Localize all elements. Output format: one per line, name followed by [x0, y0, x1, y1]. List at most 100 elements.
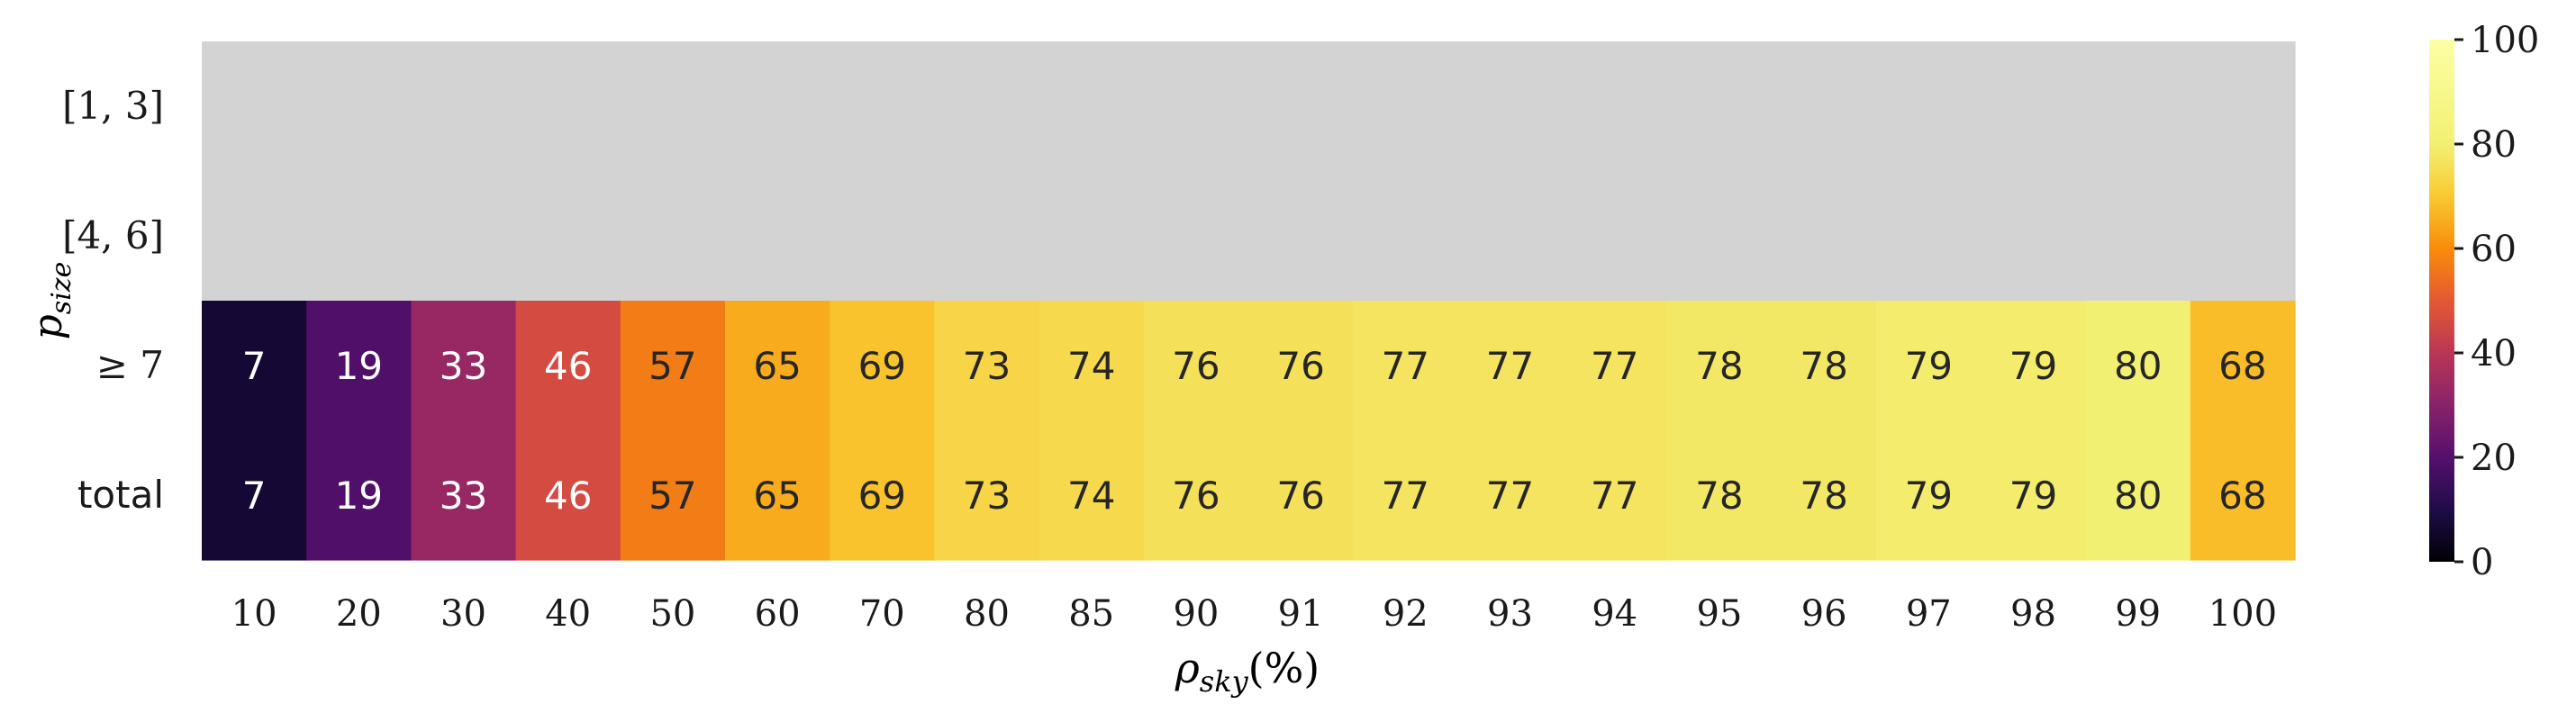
heatmap-cell	[1666, 430, 1773, 561]
cell-value-label: 7	[242, 344, 267, 388]
y-tick-label: [4, 6]	[62, 213, 164, 257]
heatmap-cell	[515, 430, 621, 561]
heatmap-cell	[1981, 41, 2087, 172]
cell-value-label: 73	[963, 474, 1011, 518]
heatmap-cell	[830, 171, 935, 302]
x-axis-tick-labels: 10 20 30 40 50 60 70 80 85 90 91 92 93 94 95 96 97 98 99 10…	[231, 593, 2277, 635]
heatmap-cell	[411, 171, 517, 302]
cell-value-label: 33	[440, 344, 487, 388]
heatmap-cell	[830, 430, 935, 561]
cell-value-label: 77	[1486, 344, 1534, 388]
cell-value-label: 79	[2009, 474, 2057, 518]
y-tick-label: [1, 3]	[62, 84, 164, 128]
heatmap-cell	[934, 171, 1040, 302]
cell-value-label: 80	[2114, 344, 2162, 388]
cell-value-label: 79	[1905, 474, 1953, 518]
cell-value-label: 80	[2114, 474, 2162, 518]
heatmap-cell	[1457, 171, 1564, 302]
heatmap-cell	[1353, 171, 1458, 302]
heatmap-cell	[1248, 171, 1354, 302]
heatmap-cell	[1981, 171, 2087, 302]
y-axis-label: psize	[25, 262, 77, 340]
x-axis-label: ρsky(%)	[1175, 644, 1320, 699]
heatmap-cell	[1876, 171, 1982, 302]
cell-value-label: 79	[1905, 344, 1953, 388]
heatmap-cell	[202, 41, 307, 172]
colorbar-tick-label: 0	[2471, 542, 2493, 583]
heatmap-cell	[515, 171, 621, 302]
x-tick-label: 85	[1068, 593, 1114, 635]
heatmap-cell	[2190, 301, 2296, 431]
x-tick-label: 98	[2010, 593, 2056, 635]
x-tick-label: 20	[336, 593, 382, 635]
heatmap-cell	[620, 301, 726, 431]
x-tick-label: 99	[2115, 593, 2161, 635]
heatmap-cell	[2190, 430, 2296, 561]
cell-value-label: 77	[1382, 474, 1429, 518]
heatmap-cell	[306, 171, 412, 302]
heatmap-cell	[2085, 41, 2191, 172]
heatmap-cell	[725, 41, 830, 172]
cell-value-label: 78	[1800, 474, 1847, 518]
heatmap-cell	[725, 430, 830, 561]
y-axis-tick-labels: [1, 3] [4, 6] ≥ 7 total	[62, 84, 164, 517]
heatmap-cell	[1143, 430, 1249, 561]
heatmap-cells	[202, 41, 2296, 561]
heatmap-cell	[1248, 301, 1354, 431]
cell-value-label: 77	[1382, 344, 1429, 388]
heatmap-cell	[202, 171, 307, 302]
heatmap-cell	[620, 430, 726, 561]
heatmap-cell	[1457, 301, 1564, 431]
colorbar-tick-label: 100	[2471, 20, 2539, 61]
cell-value-label: 77	[1591, 344, 1638, 388]
cell-value-label: 68	[2218, 474, 2266, 518]
heatmap-cell	[725, 301, 830, 431]
heatmap-cell	[1772, 430, 1877, 561]
x-tick-label: 95	[1696, 593, 1742, 635]
heatmap-cell	[1876, 301, 1982, 431]
heatmap-cell	[1981, 430, 2087, 561]
cell-value-label: 46	[544, 474, 592, 518]
heatmap-cell	[1143, 41, 1249, 172]
cell-value-label: 19	[335, 344, 383, 388]
heatmap-cell	[830, 301, 935, 431]
heatmap-cell	[934, 301, 1040, 431]
cell-value-label: 33	[440, 474, 487, 518]
x-tick-label: 80	[964, 593, 1010, 635]
x-tick-label: 93	[1487, 593, 1533, 635]
heatmap-cell	[1981, 301, 2087, 431]
heatmap-cell	[202, 301, 307, 431]
colorbar	[2429, 40, 2454, 562]
heatmap-cell	[1039, 171, 1145, 302]
cell-value-label: 7	[242, 474, 267, 518]
heatmap-cell	[2190, 41, 2296, 172]
cell-value-label: 69	[858, 474, 906, 518]
heatmap-cell	[515, 301, 621, 431]
heatmap-cell	[1248, 430, 1354, 561]
cell-value-label: 76	[1276, 474, 1324, 518]
heatmap-cell	[202, 430, 307, 561]
cell-value-label: 79	[2009, 344, 2057, 388]
heatmap-cell	[620, 41, 726, 172]
x-tick-label: 30	[440, 593, 486, 635]
x-tick-label: 90	[1173, 593, 1219, 635]
cell-value-label: 76	[1276, 344, 1324, 388]
cell-value-label: 76	[1172, 474, 1220, 518]
heatmap-cell	[411, 41, 517, 172]
heatmap-cell	[1666, 41, 1773, 172]
cell-value-label: 69	[858, 344, 906, 388]
x-tick-label: 10	[231, 593, 277, 635]
heatmap-cell	[934, 41, 1040, 172]
cell-value-label: 46	[544, 344, 592, 388]
heatmap-cell	[1772, 41, 1877, 172]
colorbar-ticks: 0 20 40 60 80 100	[2454, 20, 2539, 583]
heatmap-cell	[306, 430, 412, 561]
heatmap-cell	[1039, 41, 1145, 172]
x-tick-label: 50	[649, 593, 695, 635]
colorbar-tick-label: 40	[2471, 333, 2517, 375]
heatmap-cell	[1353, 41, 1458, 172]
heatmap-cell	[1876, 41, 1982, 172]
heatmap-cell	[306, 301, 412, 431]
heatmap-cell	[725, 171, 830, 302]
